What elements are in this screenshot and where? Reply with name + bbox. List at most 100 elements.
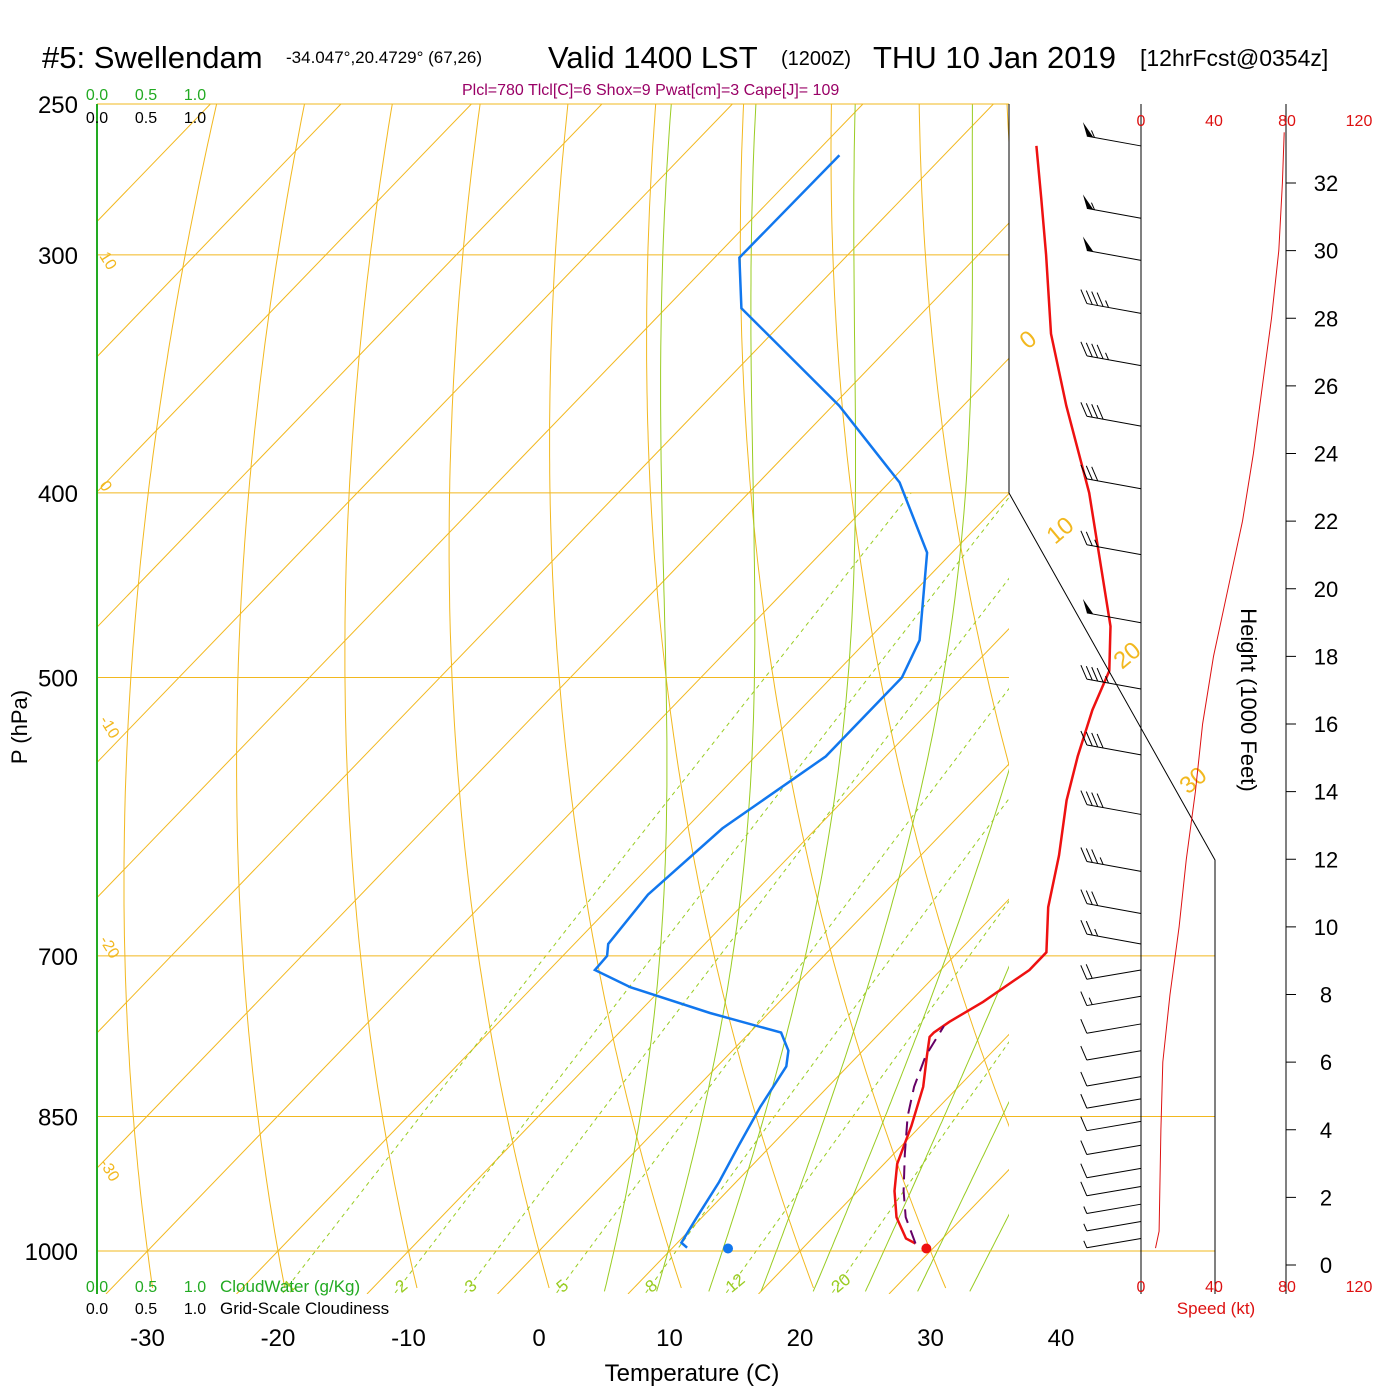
height-tick-label: 8 (1320, 983, 1332, 1008)
wind-barb-shaft (1086, 804, 1142, 815)
wind-barb-half (1083, 1240, 1088, 1248)
wind-barb (1083, 1203, 1142, 1214)
isotherm (105, 357, 1009, 1294)
wind-barb (1080, 1116, 1142, 1132)
wind-barb-full (1080, 991, 1088, 1006)
wind-barb-full (1091, 732, 1099, 748)
wind-barb-shaft (1086, 1167, 1142, 1179)
isotherm (97, 104, 994, 1034)
wind-barb (1080, 847, 1142, 872)
pressure-tick-label: 300 (38, 243, 78, 270)
wind-barb (1082, 194, 1142, 219)
wind-barb-full (1085, 403, 1093, 418)
chart-title-valid-time: Valid 1400 LST (548, 40, 758, 75)
mixing-ratio-label: 12 (722, 1270, 749, 1297)
temperature-line (893, 145, 1112, 1245)
pressure-tick-label: 500 (38, 666, 78, 693)
wind-barb-full (1085, 531, 1093, 546)
speed-tick-label: 120 (1346, 1279, 1373, 1296)
wind-barb-shaft (1086, 969, 1142, 980)
wind-barb-full (1085, 964, 1093, 979)
dry-adiabat-label: -10 (96, 713, 123, 742)
wind-barb-shaft (1086, 250, 1142, 261)
wind-barb (1080, 1045, 1142, 1061)
chart-title-zulu: (1200Z) (781, 48, 852, 70)
wind-barb-shaft (1086, 303, 1142, 314)
wind-barb-full (1085, 848, 1093, 863)
isotherm (1281, 104, 1400, 1294)
dewpoint-line (592, 154, 929, 1249)
dry-adiabat-label: -30 (96, 1156, 123, 1185)
moist-adiabat (864, 965, 1009, 1292)
stability-indices: Plcl=780 Tlcl[C]=6 Shox=9 Pwat[cm]=3 Cap… (462, 82, 840, 99)
height-tick-label: 22 (1314, 509, 1338, 534)
moist-adiabat (708, 104, 856, 1292)
mixing-ratio-line (393, 496, 1009, 1294)
wind-barb-full (1085, 791, 1093, 806)
height-axis-label: Height (1000 Feet) (1236, 608, 1261, 791)
wind-barb-full (1085, 290, 1093, 305)
chart-profiles (592, 145, 1112, 1254)
wind-barb-shaft (1086, 135, 1142, 147)
height-tick-label: 32 (1314, 171, 1338, 196)
height-tick-label: 30 (1314, 239, 1338, 264)
height-tick-label: 18 (1314, 644, 1338, 669)
speed-tick-label: 40 (1205, 1279, 1223, 1296)
temperature-tick-label: 40 (1048, 1325, 1075, 1352)
wind-barb (1080, 1140, 1142, 1156)
wind-barb-half (1088, 997, 1093, 1005)
wind-barb-full (1080, 790, 1088, 805)
height-tick-label: 10 (1314, 915, 1338, 940)
wind-barb-shaft (1086, 207, 1142, 219)
wind-barb-full (1080, 1163, 1088, 1178)
wind-barb-flag (1082, 194, 1094, 210)
dry-adiabat (344, 104, 418, 1289)
height-tick-label: 26 (1314, 374, 1338, 399)
wind-barb (1080, 889, 1142, 914)
wind-barb (1083, 1238, 1142, 1249)
pressure-tick-label: 700 (38, 944, 78, 971)
cloudiness-label: Grid-Scale Cloudiness (220, 1299, 389, 1318)
isotherm (497, 763, 1009, 1294)
mixing-ratio-line (555, 687, 1009, 1294)
temperature-tick-label: -30 (130, 1325, 165, 1352)
y-axis-label: P (hPa) (7, 690, 32, 764)
wind-barb-half (1083, 1206, 1088, 1214)
height-tick-label: 14 (1314, 780, 1338, 805)
wind-barb-full (1080, 847, 1088, 862)
wind-barb-shaft (1086, 995, 1142, 1007)
height-tick-label: 4 (1320, 1118, 1332, 1143)
wind-barb-half (1105, 352, 1109, 360)
speed-tick-label: 0 (1137, 113, 1146, 130)
height-tick-label: 20 (1314, 577, 1338, 602)
height-tick-label: 12 (1314, 847, 1338, 872)
speed-tick-label: 80 (1278, 1279, 1296, 1296)
wind-barb (1080, 530, 1142, 556)
speed-tick-label: 80 (1278, 113, 1296, 130)
wind-barb-half (1105, 300, 1109, 308)
wind-barb (1082, 122, 1142, 147)
wind-barb-full (1096, 292, 1104, 307)
cloud-tick-label: 0.0 (86, 110, 108, 127)
height-tick-label: 28 (1314, 306, 1338, 331)
wind-barb-full (1085, 342, 1093, 358)
wind-barb (1080, 289, 1142, 314)
mixing-ratio-line (644, 797, 1009, 1294)
cloud-tick-label: 1.0 (184, 87, 206, 104)
mixing-ratio-label: 3 (461, 1276, 480, 1297)
wind-barb-shaft (1086, 1238, 1142, 1249)
isotherm (97, 104, 342, 358)
dry-adiabat (123, 104, 218, 1289)
isotherm (97, 104, 472, 493)
wind-barb (1080, 919, 1142, 945)
wind-barb-full (1096, 667, 1104, 683)
mixing-ratio-label: 5 (553, 1276, 572, 1297)
isotherm (1020, 104, 1400, 1294)
mixing-ratio-label: 2 (392, 1276, 411, 1297)
wind-barb-shaft (1086, 478, 1142, 490)
height-tick-label: 6 (1320, 1050, 1332, 1075)
wind-barb (1080, 991, 1142, 1007)
cloud-tick-label: 0.5 (135, 1301, 157, 1318)
wind-barb-shaft (1086, 415, 1142, 427)
cloud-tick-label: 0.5 (135, 1279, 157, 1296)
